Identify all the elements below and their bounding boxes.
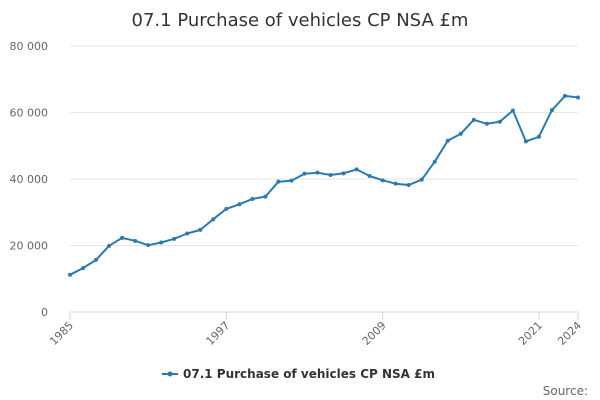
data-point[interactable]	[432, 159, 437, 164]
data-point[interactable]	[198, 227, 203, 232]
y-tick-label: 60 000	[10, 107, 49, 120]
series-line[interactable]	[69, 94, 579, 276]
series-layer	[68, 93, 580, 277]
y-tick-label: 80 000	[10, 40, 49, 53]
data-point[interactable]	[250, 196, 255, 201]
y-axis: 0 20 000 40 000 60 000 80 000	[10, 40, 49, 319]
data-point[interactable]	[484, 121, 489, 126]
data-point[interactable]	[406, 182, 411, 187]
data-point[interactable]	[458, 131, 463, 136]
data-point[interactable]	[276, 179, 281, 184]
x-tick-label: 1997	[203, 319, 232, 348]
data-point[interactable]	[81, 266, 86, 271]
gridlines	[70, 45, 578, 246]
x-axis: 1985 1997 2009 2021 2024	[47, 311, 584, 348]
data-point[interactable]	[510, 108, 515, 113]
data-point[interactable]	[523, 139, 528, 144]
legend-point-marker	[167, 371, 173, 377]
data-point[interactable]	[185, 231, 190, 236]
chart-title: 07.1 Purchase of vehicles CP NSA £m	[132, 10, 469, 31]
data-point[interactable]	[341, 171, 346, 176]
data-point[interactable]	[107, 243, 112, 248]
data-point[interactable]	[159, 240, 164, 245]
data-point[interactable]	[315, 170, 320, 175]
data-point[interactable]	[94, 257, 99, 262]
data-point[interactable]	[172, 236, 177, 241]
data-point[interactable]	[224, 206, 229, 211]
data-point[interactable]	[536, 134, 541, 139]
data-point[interactable]	[354, 167, 359, 172]
x-tick-label: 2024	[555, 319, 584, 348]
y-tick-label: 20 000	[10, 240, 49, 253]
data-point[interactable]	[237, 202, 242, 207]
data-point[interactable]	[562, 93, 567, 98]
data-point[interactable]	[133, 238, 138, 243]
legend[interactable]: 07.1 Purchase of vehicles CP NSA £m	[162, 367, 435, 381]
data-point[interactable]	[549, 108, 554, 113]
data-point[interactable]	[471, 117, 476, 122]
x-tick-label: 2021	[516, 319, 545, 348]
y-tick-label: 40 000	[10, 173, 49, 186]
data-point[interactable]	[367, 174, 372, 179]
data-point[interactable]	[576, 95, 580, 100]
data-point[interactable]	[380, 178, 385, 183]
data-point[interactable]	[419, 177, 424, 182]
data-point[interactable]	[328, 173, 333, 178]
data-point[interactable]	[289, 178, 294, 183]
data-point[interactable]	[302, 171, 307, 176]
y-tick-label: 0	[41, 306, 48, 319]
data-point[interactable]	[146, 243, 151, 248]
data-point[interactable]	[393, 181, 398, 186]
x-tick-label: 1985	[47, 319, 76, 348]
x-tick-label: 2009	[360, 319, 389, 348]
data-point[interactable]	[263, 194, 268, 199]
data-point[interactable]	[211, 217, 216, 222]
data-point[interactable]	[497, 119, 502, 124]
data-point[interactable]	[445, 138, 450, 143]
legend-label: 07.1 Purchase of vehicles CP NSA £m	[183, 367, 435, 381]
source-label: Source:	[543, 384, 588, 398]
data-point[interactable]	[68, 272, 72, 277]
data-point[interactable]	[120, 235, 125, 240]
